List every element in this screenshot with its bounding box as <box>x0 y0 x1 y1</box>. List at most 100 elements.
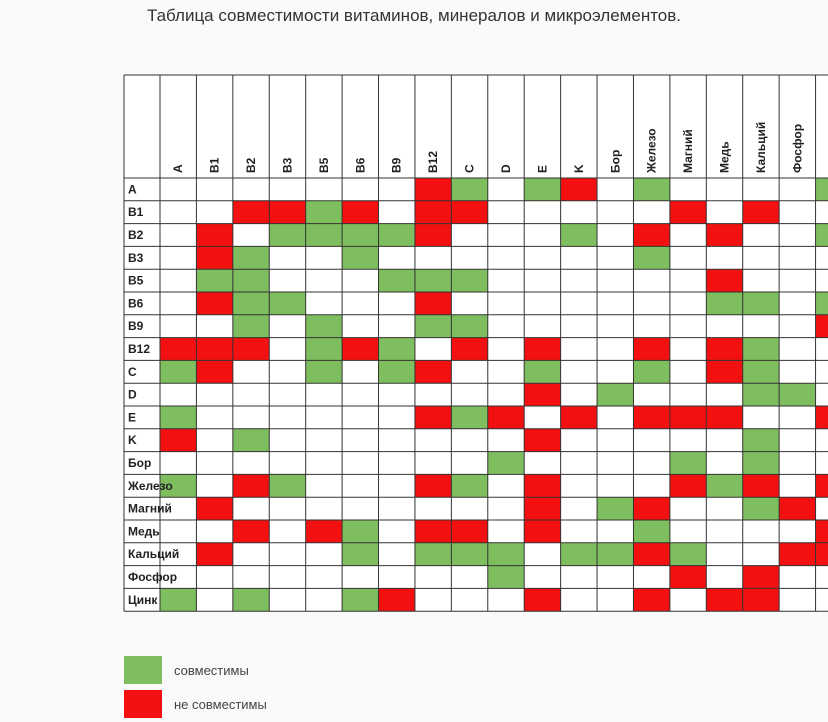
column-header: A <box>171 164 185 173</box>
table-cell <box>742 497 780 520</box>
row-header: B3 <box>128 251 144 265</box>
table-cell <box>196 292 233 315</box>
row-header: A <box>128 182 137 196</box>
table-cell <box>706 588 743 612</box>
table-cell <box>597 383 634 406</box>
table-cell <box>742 360 780 384</box>
column-header: B6 <box>353 157 367 173</box>
table-cell <box>669 565 707 589</box>
table-cell <box>560 406 598 429</box>
legend-incompatible-label: не совместимы <box>174 696 267 712</box>
table-cell <box>524 497 561 520</box>
table-cell <box>305 360 343 384</box>
column-header: D <box>499 164 513 173</box>
table-cell <box>342 223 379 247</box>
table-cell <box>815 178 828 201</box>
row-header: D <box>128 388 137 402</box>
table-cell <box>742 451 780 475</box>
table-cell <box>779 497 816 520</box>
table-cell <box>269 200 306 224</box>
row-header: Магний <box>128 502 172 516</box>
table-cell <box>414 269 452 292</box>
table-cell <box>451 178 488 201</box>
row-header: B9 <box>128 319 144 333</box>
table-cell <box>560 223 598 247</box>
table-cell <box>232 474 270 498</box>
table-cell <box>342 520 379 543</box>
column-header: Магний <box>681 129 695 173</box>
column-header: Цинк <box>827 143 828 173</box>
table-cell <box>160 337 197 361</box>
table-cell <box>742 565 780 589</box>
table-cell <box>487 542 525 566</box>
table-cell <box>669 542 707 566</box>
table-cell <box>633 246 670 270</box>
table-cell <box>524 588 561 612</box>
table-cell <box>815 520 828 543</box>
table-cell <box>342 200 379 224</box>
table-cell <box>487 406 525 429</box>
table-cell <box>232 292 270 315</box>
table-cell <box>342 246 379 270</box>
column-header: Фосфор <box>790 124 804 173</box>
table-cell <box>669 451 707 475</box>
legend-incompatible: не совместимы <box>124 690 267 718</box>
table-cell <box>414 292 452 315</box>
column-header: Железо <box>645 128 659 174</box>
table-cell <box>560 542 598 566</box>
column-header: E <box>535 165 549 173</box>
table-cell <box>232 269 270 292</box>
column-header: K <box>572 164 586 173</box>
row-header: Цинк <box>128 593 158 607</box>
table-cell <box>742 200 780 224</box>
table-cell <box>232 246 270 270</box>
table-cell <box>378 588 415 612</box>
row-header: Фосфор <box>128 570 177 584</box>
row-header: E <box>128 410 136 424</box>
table-cell <box>524 428 561 452</box>
row-header: Железо <box>127 479 173 493</box>
table-cell <box>414 520 452 543</box>
table-cell <box>269 292 306 315</box>
table-cell <box>597 542 634 566</box>
table-cell <box>196 497 233 520</box>
table-cell <box>597 497 634 520</box>
table-cell <box>160 428 197 452</box>
table-cell <box>378 223 415 247</box>
table-cell <box>451 314 488 338</box>
column-header: B9 <box>390 157 404 173</box>
table-cell <box>342 542 379 566</box>
column-header: B2 <box>244 157 258 173</box>
table-cell <box>451 542 488 566</box>
table-cell <box>232 428 270 452</box>
table-cell <box>706 406 743 429</box>
table-cell <box>815 292 828 315</box>
table-cell <box>633 588 670 612</box>
row-header: Кальций <box>128 547 179 561</box>
row-header: C <box>128 365 137 379</box>
row-header: B2 <box>128 228 144 242</box>
table-cell <box>378 337 415 361</box>
table-cell <box>633 520 670 543</box>
table-cell <box>815 474 828 498</box>
table-cell <box>160 360 197 384</box>
table-cell <box>742 474 780 498</box>
table-cell <box>633 360 670 384</box>
table-cell <box>742 337 780 361</box>
table-cell <box>487 565 525 589</box>
table-cell <box>779 542 816 566</box>
column-header: B12 <box>426 151 440 173</box>
table-cell <box>160 406 197 429</box>
row-header: B6 <box>128 296 144 310</box>
table-cell <box>196 269 233 292</box>
table-cell <box>524 474 561 498</box>
page-title: Таблица совместимости витаминов, минерал… <box>146 6 682 25</box>
table-cell <box>706 292 743 315</box>
table-cell <box>524 337 561 361</box>
table-cell <box>633 406 670 429</box>
table-cell <box>706 223 743 247</box>
table-cell <box>305 314 343 338</box>
table-cell <box>414 200 452 224</box>
table-cell <box>414 542 452 566</box>
